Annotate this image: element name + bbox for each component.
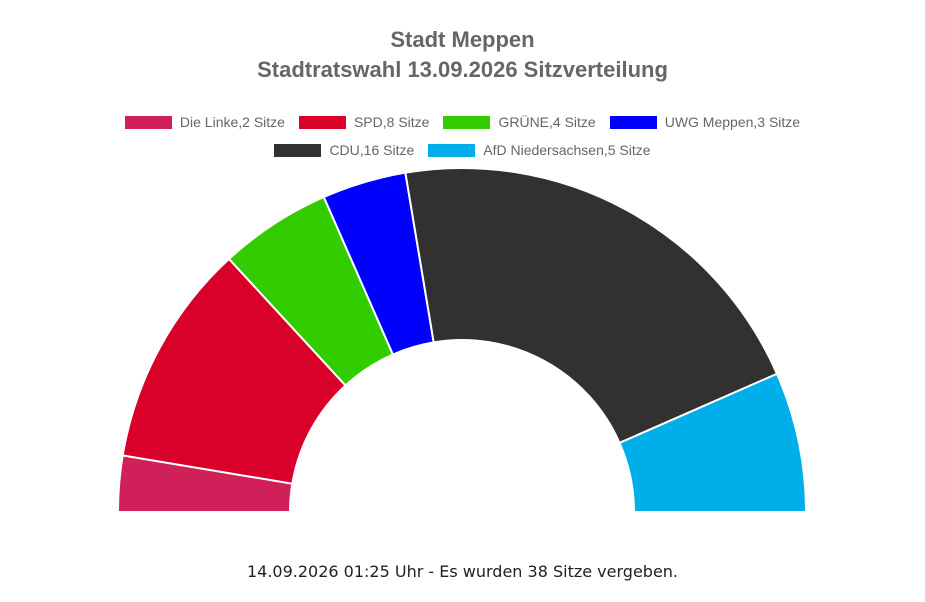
legend-label: SPD,8 Sitze <box>353 114 430 130</box>
legend-swatch <box>443 115 491 129</box>
legend-label: AfD Niedersachsen,5 Sitze <box>483 142 651 158</box>
chart-title: Stadt Meppen <box>390 27 535 52</box>
legend-item-afd-niedersachsen[interactable]: AfD Niedersachsen,5 Sitze <box>428 142 651 158</box>
legend-item-spd[interactable]: SPD,8 Sitze <box>298 114 430 130</box>
legend: Die Linke,2 Sitze SPD,8 Sitze GRÜNE,4 Si… <box>0 108 925 164</box>
legend-row-1: Die Linke,2 Sitze SPD,8 Sitze GRÜNE,4 Si… <box>0 108 925 136</box>
legend-item-cdu[interactable]: CDU,16 Sitze <box>274 142 414 158</box>
chart-subtitle: Stadtratswahl 13.09.2026 Sitzverteilung <box>257 57 668 82</box>
legend-swatch <box>274 143 322 157</box>
legend-swatch <box>609 115 657 129</box>
segment-cdu[interactable] <box>404 167 779 445</box>
legend-item-uwg-meppen[interactable]: UWG Meppen,3 Sitze <box>609 114 801 130</box>
legend-swatch <box>124 115 172 129</box>
legend-swatch <box>298 115 346 129</box>
legend-swatch <box>428 143 476 157</box>
legend-item-die-linke[interactable]: Die Linke,2 Sitze <box>124 114 285 130</box>
footer-status: 14.09.2026 01:25 Uhr - Es wurden 38 Sitz… <box>246 562 679 581</box>
legend-label: CDU,16 Sitze <box>329 142 415 158</box>
legend-row-2: CDU,16 Sitze AfD Niedersachsen,5 Sitze <box>0 136 925 164</box>
legend-label: Die Linke,2 Sitze <box>179 114 285 130</box>
legend-label: GRÜNE,4 Sitze <box>498 114 596 130</box>
legend-item-gruene[interactable]: GRÜNE,4 Sitze <box>443 114 596 130</box>
legend-label: UWG Meppen,3 Sitze <box>664 114 801 130</box>
segment-afd-niedersachsen[interactable] <box>618 372 808 513</box>
